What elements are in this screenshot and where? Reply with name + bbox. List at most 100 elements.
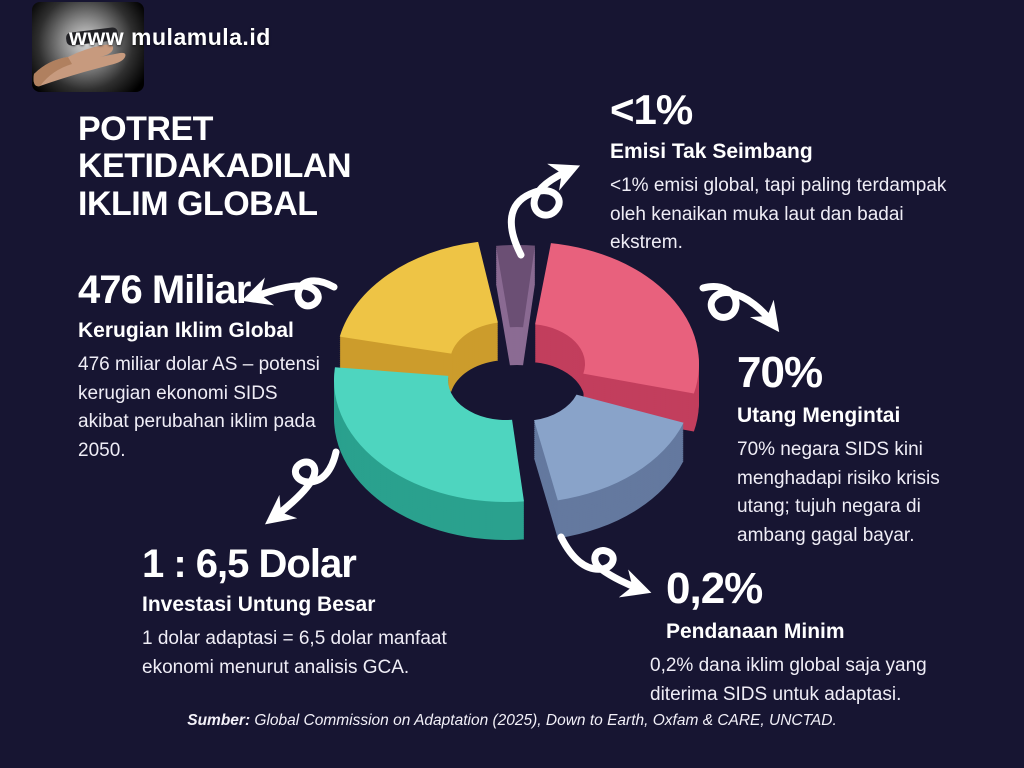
source-text: Global Commission on Adaptation (2025), … [250,712,837,729]
teal-segment-side [334,391,524,526]
blue-segment-side [534,396,684,503]
purple-segment-side [496,255,535,338]
teal-segment-side [334,401,524,536]
blue-segment-side [534,418,684,525]
pink-segment-side [535,263,699,414]
blue-segment-side [534,428,684,535]
blue-segment-side [534,406,684,513]
pink-segment-side [535,277,699,428]
purple-segment-side [496,269,535,352]
purple-segment-side [496,281,535,364]
teal-segment-side [334,405,524,540]
blue-segment-side [534,414,684,521]
yellow-segment-side [339,263,498,376]
purple-segment-side [496,247,535,330]
blue-segment-side [534,432,684,539]
pink-segment-side [535,255,699,406]
purple-segment-side [496,271,535,354]
pink-segment-side [535,249,699,400]
teal-segment-side [334,385,524,520]
purple-segment-side [496,273,535,356]
purple-segment-side [496,253,535,336]
stat-investasi-untung-besar: 1 : 6,5 Dolar Investasi Untung Besar 1 d… [142,542,472,682]
pink-segment-side [535,267,699,418]
blue-segment-side [534,426,684,533]
stat-body: 1 dolar adaptasi = 6,5 dolar manfaat eko… [142,628,447,678]
brand-logo [32,2,144,92]
stat-value: 0,2% [666,564,763,613]
teal-segment-side [334,389,524,524]
purple-segment-side [496,275,535,358]
pink-segment-side [535,265,699,416]
teal-segment-side [334,373,524,509]
pink-segment-side [535,261,699,412]
pink-segment-side [535,273,699,424]
hand-logo-image [33,27,126,87]
purple-segment-side [496,257,535,340]
pink-segment-side [535,275,699,426]
stat-body: 70% negara SIDS kini menghadapi risiko k… [737,439,940,546]
source-label: Sumber: [187,712,251,729]
stat-body: <1% emisi global, tapi paling terdampak … [610,175,947,253]
purple-segment-side [496,249,535,332]
yellow-segment-side [339,261,498,374]
site-url: www mulamula.id [69,24,271,50]
yellow-segment-top [339,241,498,354]
yellow-segment-side [339,279,498,392]
purple-segment-top [496,245,535,328]
yellow-segment-side [339,259,498,372]
yellow-segment-side [339,257,498,370]
teal-segment-side [334,397,524,532]
yellow-segment-side [339,269,498,382]
yellow-segment-side [339,243,498,356]
purple-segment-side [496,261,535,344]
stat-kerugian-iklim-global: 476 Miliar Kerugian Iklim Global 476 mil… [78,268,328,465]
pink-segment-side [535,269,699,420]
yellow-segment-side [339,251,498,364]
purple-segment-side [496,277,535,360]
teal-segment-side [334,381,524,516]
yellow-segment-side [339,249,498,362]
teal-segment-side [334,399,524,534]
curly-arrow-to-utang [699,283,780,333]
stat-value: 1 : 6,5 Dolar [142,542,357,586]
yellow-segment-side [339,245,498,358]
teal-segment-side [334,375,524,510]
pink-segment-side [535,279,699,430]
teal-segment-top [334,367,524,502]
blue-segment-side [534,410,684,517]
purple-segment-side [496,265,535,348]
curly-arrow-to-pendanaan [557,533,652,598]
purple-segment-side [496,259,535,342]
purple-segment-side [496,262,535,346]
source-line: Sumber: Global Commission on Adaptation … [0,712,1024,730]
stat-heading: Kerugian Iklim Global [78,319,294,342]
blue-segment-side [534,412,684,519]
teal-segment-side [334,403,524,538]
yellow-segment-side [339,271,498,384]
stat-value: 476 Miliar [78,268,251,312]
blue-segment-side [534,404,684,511]
pink-segment-side [535,259,700,410]
stat-body: 476 miliar dolar AS – potensi kerugian e… [78,354,320,461]
teal-segment-side [334,387,524,522]
yellow-segment-side [339,253,498,366]
blue-segment-side [534,408,684,515]
yellow-segment-side [339,265,498,378]
blue-segment-side [534,402,684,509]
teal-segment-side [334,393,524,528]
blue-segment-side [534,422,684,529]
teal-segment-side [334,369,524,504]
pink-segment-top [535,243,699,394]
purple-segment-side [496,266,535,350]
blue-segment-side [534,430,684,537]
pink-segment-side [535,253,699,404]
pink-segment-side [535,251,699,402]
blue-segment-side [534,398,684,505]
stat-value: 70% [737,348,823,397]
yellow-segment-side [339,275,498,388]
blue-segment-side [534,416,684,523]
stat-heading: Pendanaan Minim [666,620,845,643]
blue-segment-top [534,394,684,501]
